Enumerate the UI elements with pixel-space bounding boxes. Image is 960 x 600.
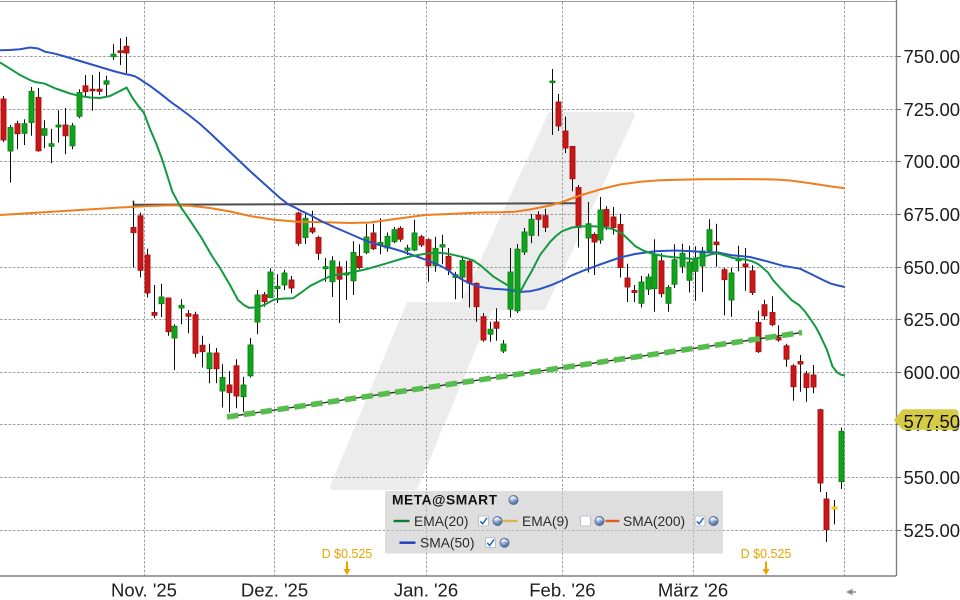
- svg-text:Jan. '26: Jan. '26: [394, 580, 458, 600]
- svg-text:577.50: 577.50: [904, 411, 960, 432]
- svg-text:Nov. '25: Nov. '25: [111, 580, 177, 600]
- svg-text:550.00: 550.00: [904, 467, 960, 488]
- svg-text:700.00: 700.00: [904, 151, 960, 172]
- svg-text:650.00: 650.00: [904, 257, 960, 278]
- svg-text:750.00: 750.00: [904, 46, 960, 67]
- svg-text:625.00: 625.00: [904, 309, 960, 330]
- svg-text:Feb. '26: Feb. '26: [529, 580, 595, 600]
- svg-text:EMA(20): EMA(20): [414, 514, 468, 529]
- svg-text:Dez. '25: Dez. '25: [241, 580, 308, 600]
- svg-text:525.00: 525.00: [904, 520, 960, 541]
- svg-text:SMA(50): SMA(50): [420, 536, 474, 551]
- svg-text:600.00: 600.00: [904, 362, 960, 383]
- svg-text:725.00: 725.00: [904, 99, 960, 120]
- svg-text:675.00: 675.00: [904, 204, 960, 225]
- svg-text:März '26: März '26: [658, 580, 728, 600]
- svg-text:D $0.525: D $0.525: [322, 547, 373, 561]
- svg-text:EMA(9): EMA(9): [522, 514, 569, 529]
- svg-text:D $0.525: D $0.525: [741, 547, 792, 561]
- svg-text:META@SMART: META@SMART: [392, 493, 498, 508]
- svg-text:SMA(200): SMA(200): [623, 514, 685, 529]
